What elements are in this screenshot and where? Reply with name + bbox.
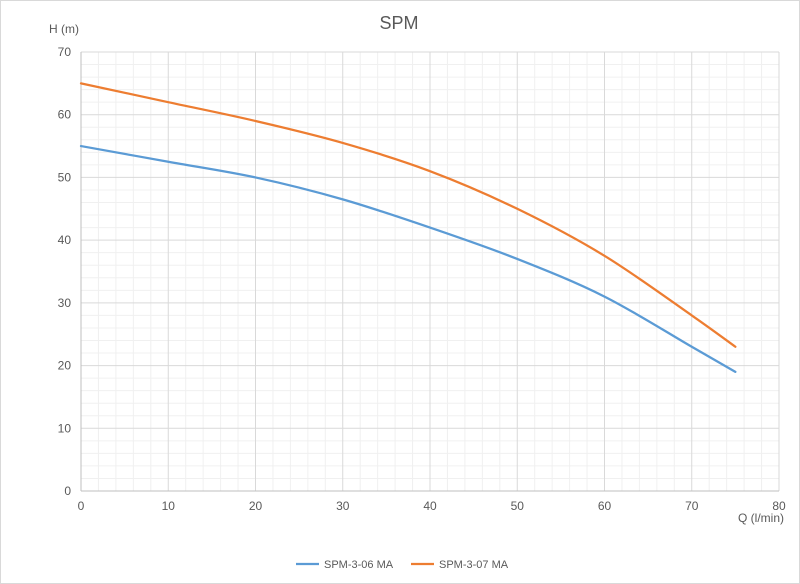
series-line-spm-3-07-ma <box>79 82 737 348</box>
x-tick-label: 40 <box>423 499 437 513</box>
chart-title: SPM <box>379 13 418 33</box>
y-tick-label: 50 <box>58 170 72 184</box>
x-tick-label: 0 <box>78 499 85 513</box>
y-tick-label: 20 <box>58 359 72 373</box>
legend-label-spm-3-06-ma: SPM-3-06 MA <box>324 559 394 571</box>
series-line-spm-3-06-ma <box>79 144 737 373</box>
legend-label-spm-3-07-ma: SPM-3-07 MA <box>439 559 509 571</box>
y-tick-label: 30 <box>58 296 72 310</box>
x-tick-label: 20 <box>249 499 263 513</box>
y-tick-label: 10 <box>58 421 72 435</box>
y-tick-label: 40 <box>58 233 72 247</box>
x-tick-label: 80 <box>772 499 786 513</box>
x-tick-label: 30 <box>336 499 350 513</box>
tick-labels: 0 10 20 30 40 50 60 70 80 0 10 20 30 40 50 60 70 <box>58 45 786 513</box>
axes <box>80 52 779 492</box>
plot-series <box>79 82 737 373</box>
y-tick-label: 0 <box>64 484 71 498</box>
x-tick-label: 60 <box>598 499 612 513</box>
legend: SPM-3-06 MA SPM-3-07 MA <box>296 559 509 571</box>
x-tick-label: 10 <box>162 499 176 513</box>
y-tick-label: 60 <box>58 108 72 122</box>
x-tick-label: 50 <box>511 499 525 513</box>
y-tick-label: 70 <box>58 45 72 59</box>
y-axis-label: H (m) <box>49 22 79 36</box>
x-tick-label: 70 <box>685 499 699 513</box>
x-axis-label: Q (l/min) <box>738 511 784 525</box>
